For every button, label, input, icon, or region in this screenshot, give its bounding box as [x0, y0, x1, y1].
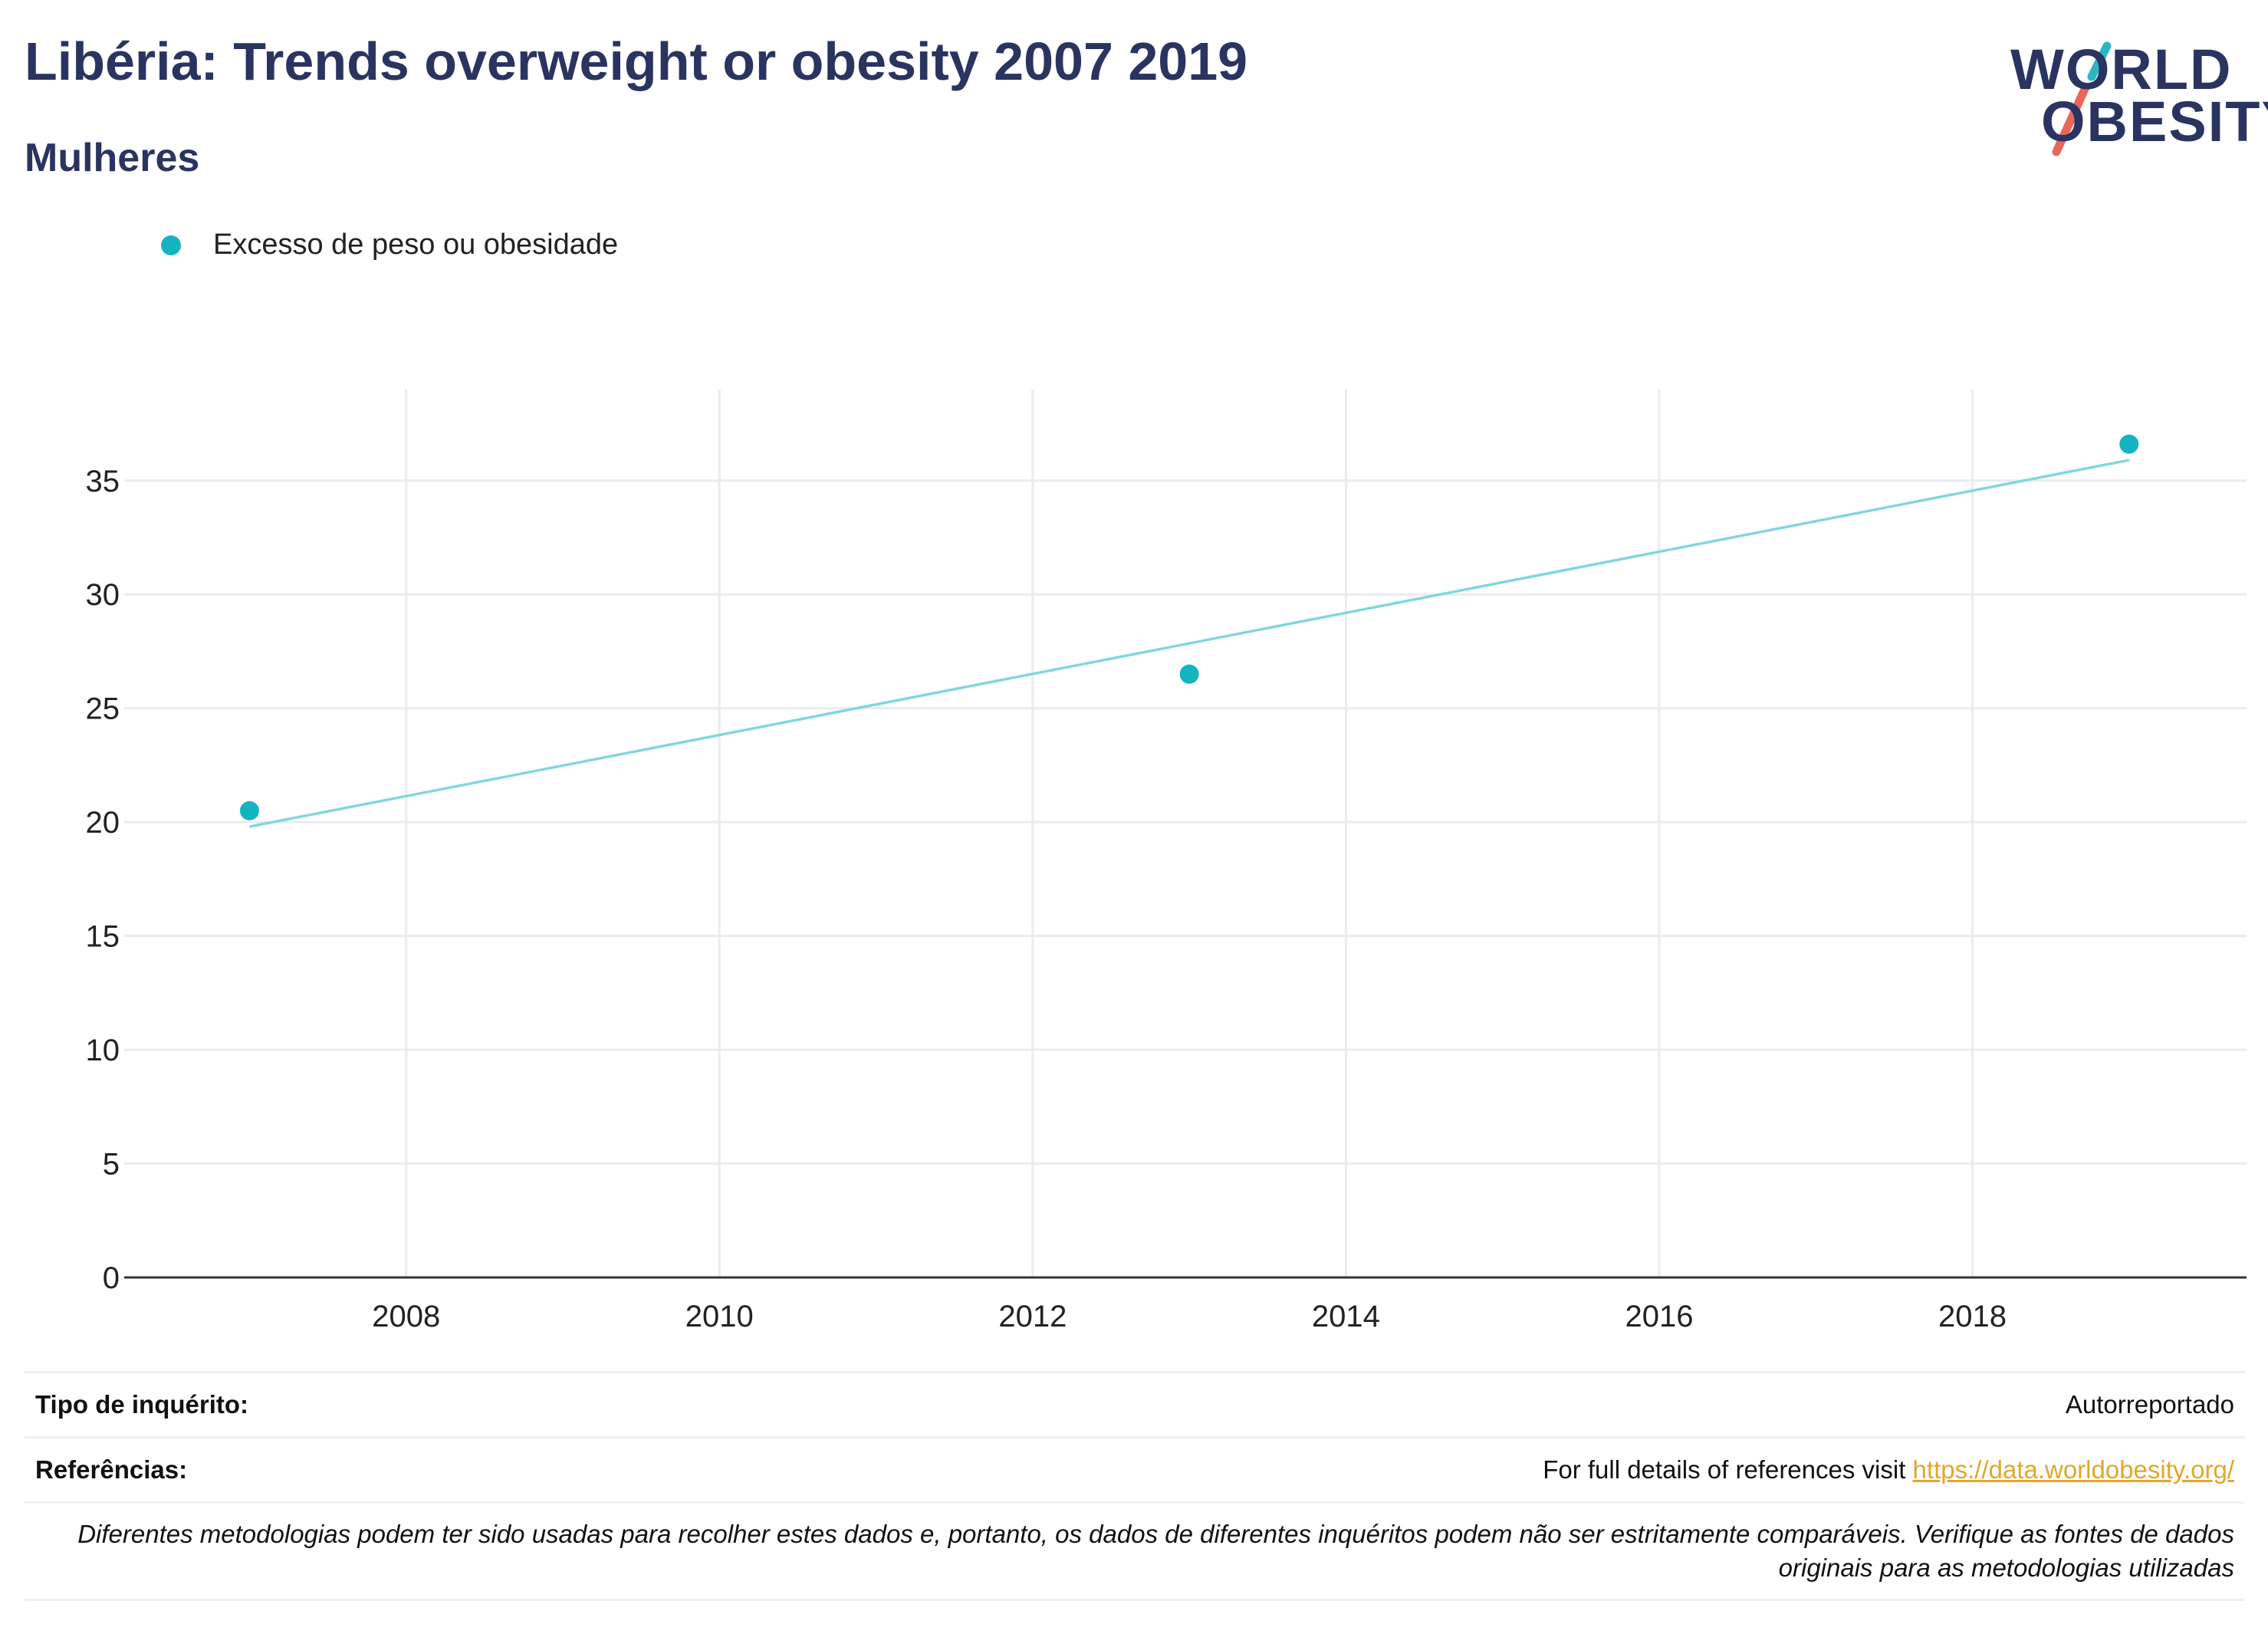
y-tick-label: 10	[86, 1034, 120, 1067]
data-point	[2119, 434, 2139, 454]
references-value: For full details of references visit htt…	[1543, 1455, 2245, 1484]
legend-marker	[161, 235, 181, 255]
references-text: For full details of references visit	[1543, 1455, 1913, 1484]
methodology-note-row: Diferentes metodologias podem ter sido u…	[25, 1501, 2245, 1601]
logo-text-world: WORLD	[2010, 38, 2233, 101]
survey-type-row: Tipo de inquérito: Autorreportado	[25, 1371, 2245, 1436]
chart-subtitle: Mulheres	[25, 136, 200, 180]
references-link[interactable]: https://data.worldobesity.org/	[1912, 1455, 2234, 1484]
y-tick-label: 0	[103, 1261, 120, 1295]
logo-text-obesity: OBESITY	[2041, 90, 2268, 153]
survey-type-value: Autorreportado	[2065, 1390, 2234, 1419]
x-tick-label: 2016	[1625, 1300, 1693, 1333]
chart-title: Libéria: Trends overweight or obesity 20…	[25, 31, 1248, 91]
data-point	[1179, 664, 1199, 684]
y-tick-label: 20	[86, 806, 120, 840]
y-tick-label: 5	[103, 1148, 120, 1182]
trend-line	[249, 459, 2130, 828]
x-tick-label: 2014	[1312, 1300, 1380, 1333]
y-tick-label: 35	[86, 465, 120, 498]
world-obesity-logo[interactable]: WORLD OBESITY	[2001, 23, 2268, 169]
data-point	[239, 801, 259, 820]
x-tick-label: 2018	[1938, 1300, 2007, 1333]
x-tick-label: 2010	[685, 1300, 754, 1333]
x-tick-label: 2008	[372, 1300, 440, 1333]
methodology-note: Diferentes metodologias podem ter sido u…	[77, 1520, 2234, 1582]
y-tick-label: 30	[86, 578, 120, 612]
survey-type-label: Tipo de inquérito:	[35, 1390, 249, 1419]
logo-slash-icon	[2052, 41, 2112, 156]
references-label: Referências:	[35, 1455, 188, 1484]
x-tick-label: 2012	[998, 1300, 1067, 1333]
references-row: Referências: For full details of referen…	[25, 1436, 2245, 1501]
y-tick-label: 25	[86, 692, 120, 726]
legend[interactable]: Excesso de peso ou obesidade	[161, 228, 618, 261]
scatter-chart: 0 5 10 15 20 25 30 35 2008 2010 2012 2014 2016 2018	[86, 390, 2247, 1333]
legend-label: Excesso de peso ou obesidade	[213, 228, 619, 261]
info-table: Tipo de inquérito: Autorreportado Referê…	[25, 1371, 2245, 1601]
y-tick-label: 15	[86, 920, 120, 954]
